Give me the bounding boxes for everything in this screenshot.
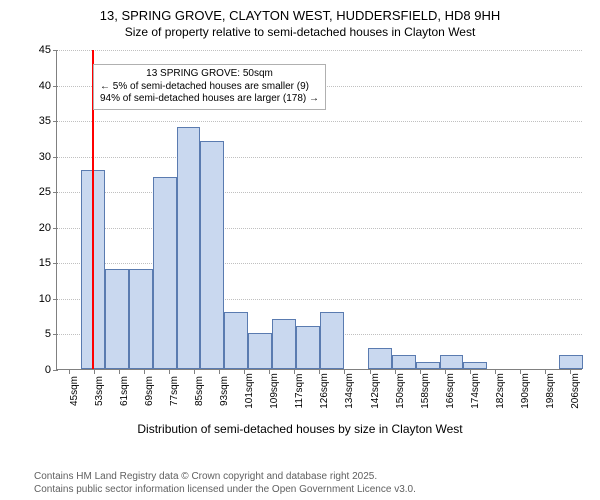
chart-area: Number of semi-detached properties 05101… [0,44,600,440]
y-tick-label: 15 [39,257,57,269]
histogram-bar [320,312,344,369]
x-tick-label: 158sqm [420,373,431,409]
y-tick-label: 5 [45,328,57,340]
y-tick-label: 0 [45,364,57,376]
x-tick-label: 182sqm [495,373,506,409]
histogram-bar [440,355,464,369]
x-tick-label: 174sqm [470,373,481,409]
x-tick-label: 166sqm [445,373,456,409]
histogram-bar [200,141,224,369]
x-tick-mark [69,369,70,374]
y-tick-label: 40 [39,80,57,92]
x-axis-label: Distribution of semi-detached houses by … [0,422,600,436]
histogram-bar [248,333,272,369]
histogram-bar [416,362,440,369]
y-tick-label: 20 [39,222,57,234]
x-tick-label: 45sqm [69,376,80,406]
x-tick-label: 53sqm [94,376,105,406]
annotation-box: 13 SPRING GROVE: 50sqm← 5% of semi-detac… [93,64,326,110]
footer-line-1: Contains HM Land Registry data © Crown c… [34,471,416,484]
x-tick-label: 134sqm [344,373,355,409]
histogram-bar [177,127,201,369]
x-tick-label: 190sqm [520,373,531,409]
x-tick-label: 126sqm [319,373,330,409]
y-tick-label: 30 [39,151,57,163]
histogram-bar [272,319,296,369]
histogram-bar [153,177,177,369]
x-tick-label: 117sqm [294,374,305,409]
x-tick-label: 85sqm [194,376,205,406]
x-tick-label: 93sqm [219,376,230,406]
histogram-bar [368,348,392,369]
x-tick-mark [119,369,120,374]
histogram-bar [463,362,487,369]
x-tick-mark [169,369,170,374]
y-tick-label: 35 [39,115,57,127]
plot-area: 05101520253035404545sqm53sqm61sqm69sqm77… [56,50,582,370]
x-tick-label: 109sqm [269,373,280,409]
histogram-bar [105,269,129,369]
title-line-2: Size of property relative to semi-detach… [10,25,590,39]
x-tick-label: 101sqm [244,373,255,409]
y-tick-label: 10 [39,293,57,305]
x-tick-label: 69sqm [144,376,155,406]
gridline [57,50,582,51]
histogram-bar [296,326,320,369]
x-tick-label: 61sqm [119,376,130,406]
x-tick-mark [219,369,220,374]
chart-title-block: 13, SPRING GROVE, CLAYTON WEST, HUDDERSF… [0,0,600,43]
histogram-bar [224,312,248,369]
footer-line-2: Contains public sector information licen… [34,484,416,497]
annotation-line: 13 SPRING GROVE: 50sqm [100,68,319,81]
gridline [57,157,582,158]
x-tick-mark [144,369,145,374]
histogram-bar [559,355,583,369]
gridline [57,263,582,264]
y-tick-label: 25 [39,186,57,198]
histogram-bar [129,269,153,369]
x-tick-label: 77sqm [169,376,180,406]
y-tick-label: 45 [39,44,57,56]
x-tick-label: 198sqm [545,373,556,409]
annotation-line: ← 5% of semi-detached houses are smaller… [100,81,319,94]
histogram-bar [392,355,416,369]
x-tick-label: 206sqm [570,373,581,409]
x-tick-label: 142sqm [370,373,381,409]
x-tick-mark [94,369,95,374]
gridline [57,192,582,193]
gridline [57,121,582,122]
annotation-line: 94% of semi-detached houses are larger (… [100,93,319,106]
title-line-1: 13, SPRING GROVE, CLAYTON WEST, HUDDERSF… [10,8,590,23]
x-tick-mark [194,369,195,374]
attribution-footer: Contains HM Land Registry data © Crown c… [34,471,416,496]
gridline [57,228,582,229]
x-tick-label: 150sqm [395,373,406,409]
